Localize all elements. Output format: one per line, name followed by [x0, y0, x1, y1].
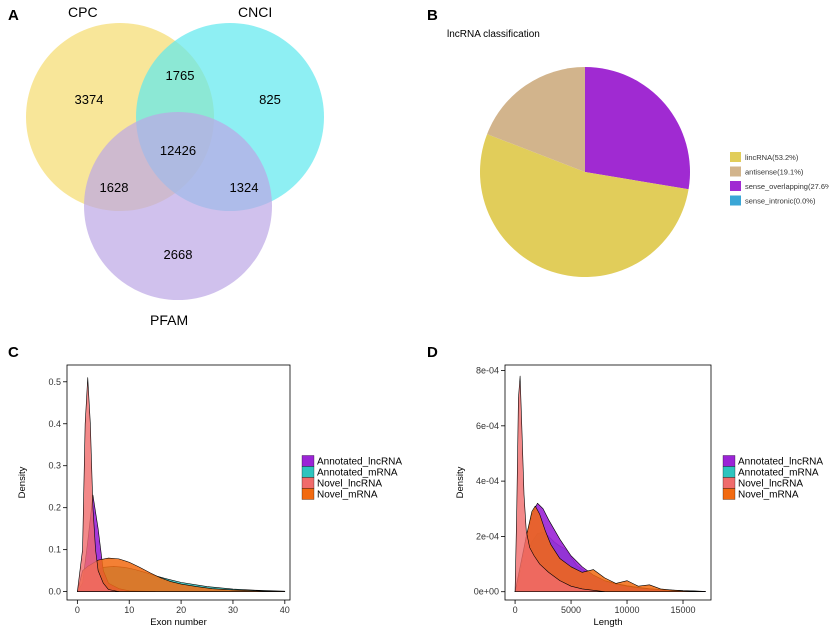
x-tick-label: 40 [280, 605, 290, 615]
legend-swatch-annotated-mrna [722, 466, 736, 478]
y-tick-label: 0.2 [48, 503, 61, 513]
venn-count-pfam-only: 2668 [164, 247, 193, 262]
y-tick-label: 0.1 [48, 545, 61, 555]
panel-label-b: B [427, 7, 438, 24]
x-tick-label: 15000 [670, 605, 695, 615]
venn-set-label-pfam: PFAM [150, 312, 188, 328]
pie-legend-swatch-sense-overlapping [730, 181, 741, 191]
density-plot-length: 0 5000 10000 15000 0e+00 2e-04 4e-04 6e-04 8e-04… [455, 364, 823, 627]
legend-swatch-novel-lncrna [301, 477, 315, 489]
venn-set-label-cpc: CPC [68, 4, 98, 20]
density-area-novel-lncrna [77, 377, 120, 592]
legend-label-annotated-lncrna: Annotated_lncRNA [317, 456, 402, 467]
y-tick-label: 0e+00 [474, 587, 499, 597]
panel-label-a: A [8, 7, 19, 24]
legend-swatch-novel-lncrna [722, 477, 736, 489]
legend-swatch-annotated-mrna [301, 466, 315, 478]
legend-swatch-novel-mrna [301, 488, 315, 500]
legend-label-novel-mrna: Novel_mRNA [738, 489, 799, 500]
panel-label-d: D [427, 344, 438, 361]
y-axis-label: Density [455, 466, 466, 498]
legend-label-annotated-mrna: Annotated_mRNA [317, 467, 398, 478]
pie-legend-label-antisense: antisense(19.1%) [745, 168, 804, 177]
x-tick-label: 30 [228, 605, 238, 615]
panel-label-c: C [8, 344, 19, 361]
y-tick-label: 6e-04 [476, 421, 499, 431]
x-axis-label: Length [593, 617, 622, 627]
density-plot-exon-number: 0 10 20 30 40 0.0 0.1 0.2 0.3 0.4 0.5 Exon number De… [17, 364, 402, 627]
pie-slice-lincrna [479, 134, 689, 278]
pie-title: lncRNA classification [447, 29, 540, 40]
y-tick-label: 4e-04 [476, 476, 499, 486]
x-tick-label: 5000 [561, 605, 581, 615]
venn-set-label-cnci: CNCI [238, 4, 272, 20]
x-tick-label: 20 [176, 605, 186, 615]
pie-slice-sense-overlapping [585, 67, 690, 190]
legend-label-annotated-mrna: Annotated_mRNA [738, 467, 819, 478]
pie-legend-label-sense-overlapping: sense_overlapping(27.6%) [745, 182, 829, 191]
pie-legend-swatch-sense-intronic [730, 195, 741, 206]
x-tick-label: 10000 [615, 605, 640, 615]
venn-count-cpc-pfam: 1628 [100, 180, 129, 195]
venn-count-cnci-only: 825 [259, 92, 281, 107]
x-tick-label: 10 [124, 605, 134, 615]
pie-legend-swatch-antisense [730, 166, 741, 177]
pie-legend-swatch-lincrna [730, 152, 741, 162]
pie-legend-label-lincrna: lincRNA(53.2%) [745, 153, 799, 162]
density-area-novel-lncrna [514, 375, 605, 593]
venn-count-cpc-cnci: 1765 [166, 68, 195, 83]
legend-label-novel-lncrna: Novel_lncRNA [738, 478, 803, 489]
venn-count-cpc-only: 3374 [75, 92, 104, 107]
y-tick-label: 8e-04 [476, 366, 499, 376]
venn-circle-pfam [84, 112, 272, 300]
legend-label-novel-lncrna: Novel_lncRNA [317, 478, 382, 489]
y-tick-label: 0.5 [48, 377, 61, 387]
x-tick-label: 0 [513, 605, 518, 615]
pie-chart: lncRNA classification lincRNA(53.2%) anti… [447, 29, 829, 278]
y-tick-label: 0.4 [48, 419, 61, 429]
y-tick-label: 0.0 [48, 587, 61, 597]
y-tick-label: 2e-04 [476, 531, 499, 541]
density-area-novel-mrna [514, 505, 706, 593]
venn-diagram: CPC CNCI PFAM 3374 1765 825 12426 1628 1… [26, 4, 324, 328]
legend-swatch-annotated-lncrna [722, 455, 736, 467]
pie-legend-label-sense-intronic: sense_intronic(0.0%) [745, 197, 816, 206]
legend-label-annotated-lncrna: Annotated_lncRNA [738, 456, 823, 467]
pie-slice-antisense [487, 67, 585, 172]
x-tick-label: 0 [75, 605, 80, 615]
venn-count-cnci-pfam: 1324 [230, 180, 259, 195]
x-axis-label: Exon number [150, 617, 207, 627]
y-tick-label: 0.3 [48, 461, 61, 471]
legend-swatch-annotated-lncrna [301, 455, 315, 467]
legend-swatch-novel-mrna [722, 488, 736, 500]
y-axis-label: Density [17, 466, 28, 498]
venn-count-all-three: 12426 [160, 143, 196, 158]
legend-label-novel-mrna: Novel_mRNA [317, 489, 378, 500]
